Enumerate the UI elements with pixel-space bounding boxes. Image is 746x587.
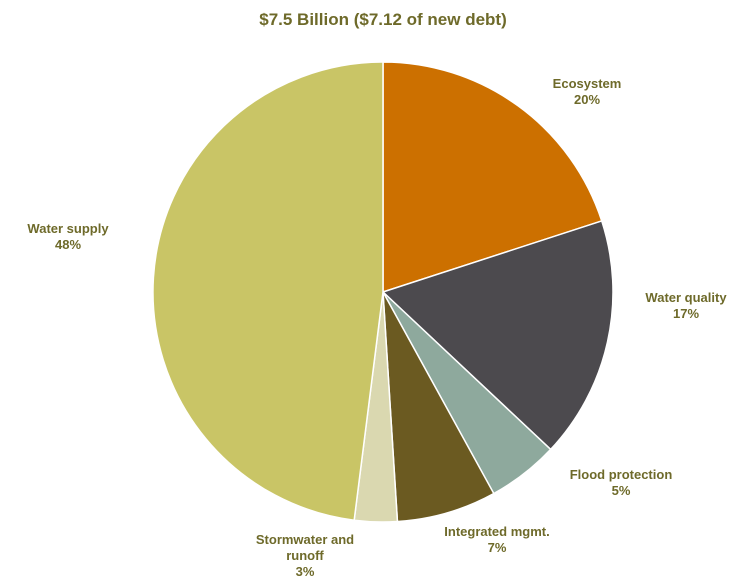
slice-label-line: Flood protection — [570, 467, 673, 482]
slice-label-line: runoff — [286, 548, 324, 563]
pie-slices — [152, 61, 614, 523]
slice-label: Water supply 48% — [27, 221, 109, 252]
slice-label-line: Water quality — [645, 290, 727, 305]
pie-slice-integrated-mgmt — [382, 291, 495, 523]
slice-label: Integrated mgmt. 7% — [444, 524, 549, 555]
slice-label-line: 20% — [574, 92, 600, 107]
slice-label-line: Integrated mgmt. — [444, 524, 549, 539]
pie-labels: Ecosystem 20% Water quality 17% Flood protec… — [27, 76, 727, 579]
slice-label-line: 3% — [296, 564, 315, 579]
slice-label-line: Water supply — [27, 221, 109, 236]
slice-label: Ecosystem 20% — [553, 76, 622, 107]
pie-slice-water-quality — [381, 219, 614, 451]
chart-title: $7.5 Billion ($7.12 of new debt) — [259, 10, 507, 29]
slice-label-line: 5% — [612, 483, 631, 498]
slice-label: Flood protection 5% — [570, 467, 673, 498]
slice-label: Stormwater and runoff 3% — [256, 532, 354, 579]
slice-label-line: 48% — [55, 237, 81, 252]
pie-slice-ecosystem — [382, 61, 603, 294]
slice-label-line: Stormwater and — [256, 532, 354, 547]
slice-label-line: 7% — [488, 540, 507, 555]
pie-slice-water-supply — [152, 61, 384, 522]
slice-label-line: Ecosystem — [553, 76, 622, 91]
slice-label-line: 17% — [673, 306, 699, 321]
slice-label: Water quality 17% — [645, 290, 727, 321]
